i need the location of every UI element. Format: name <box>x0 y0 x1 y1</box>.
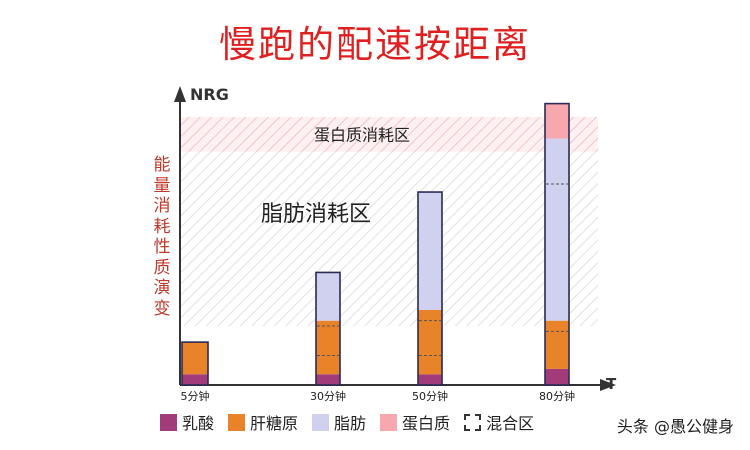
bar-segment-lactic <box>182 374 208 385</box>
bar-segment-fat <box>418 192 442 310</box>
legend-label: 混合区 <box>486 414 535 433</box>
bar-segment-fat <box>545 138 569 321</box>
zone-fat-area <box>181 151 598 327</box>
y-axis-label: 能量消耗性质演变 <box>153 155 171 319</box>
watermark: 头条 @愚公健身 <box>616 417 734 436</box>
legend-item-fat: 脂肪 <box>312 410 366 434</box>
bar-segment-protein <box>545 103 569 139</box>
bar-outline <box>417 191 443 386</box>
zone-protein-area <box>181 117 598 152</box>
legend-swatch <box>312 413 330 431</box>
bar-outline <box>181 341 209 386</box>
legend-label: 脂肪 <box>334 414 367 433</box>
chart-title: 慢跑的配速按距离 <box>219 23 531 66</box>
legend-swatch <box>228 413 246 431</box>
zone-label-fat: 脂肪消耗区 <box>261 202 371 227</box>
legend-item-glycogen: 肝糖原 <box>228 410 298 434</box>
bar-segment-glycogen <box>545 320 569 369</box>
bar-segment-glycogen <box>418 309 442 375</box>
bar-segment-lactic <box>316 374 340 385</box>
legend-label: 乳酸 <box>182 414 215 433</box>
legend-swatch <box>160 413 177 431</box>
bar-segment-fat <box>316 272 340 321</box>
bar-segment-lactic <box>545 368 569 385</box>
y-axis-arrow <box>174 86 186 102</box>
legend-label: 肝糖原 <box>250 414 299 433</box>
bar-segment-glycogen <box>316 320 340 375</box>
bar-outline <box>544 102 570 386</box>
legend-item-protein: 蛋白质 <box>380 410 450 434</box>
legend-item-lactic: 乳酸 <box>160 410 214 434</box>
zone-label-protein: 蛋白质消耗区 <box>314 125 410 144</box>
y-axis-title: NRG <box>190 85 229 104</box>
legend: 乳酸 肝糖原 脂肪 蛋白质 混合区 <box>160 408 548 436</box>
x-axis-arrow <box>600 379 616 391</box>
legend-label: 蛋白质 <box>402 414 451 433</box>
x-tick-label: 80分钟 <box>539 389 575 403</box>
bar-segment-glycogen <box>182 342 208 375</box>
bar-outline <box>315 271 341 386</box>
bar-segment-lactic <box>418 374 442 385</box>
legend-swatch <box>464 413 482 431</box>
x-tick-label: 5分钟 <box>181 389 210 403</box>
legend-swatch <box>380 413 398 431</box>
x-axis-title: T <box>606 375 617 393</box>
x-tick-label: 30分钟 <box>310 389 346 403</box>
x-tick-label: 50分钟 <box>412 389 448 403</box>
legend-item-mixed: 混合区 <box>464 410 534 434</box>
